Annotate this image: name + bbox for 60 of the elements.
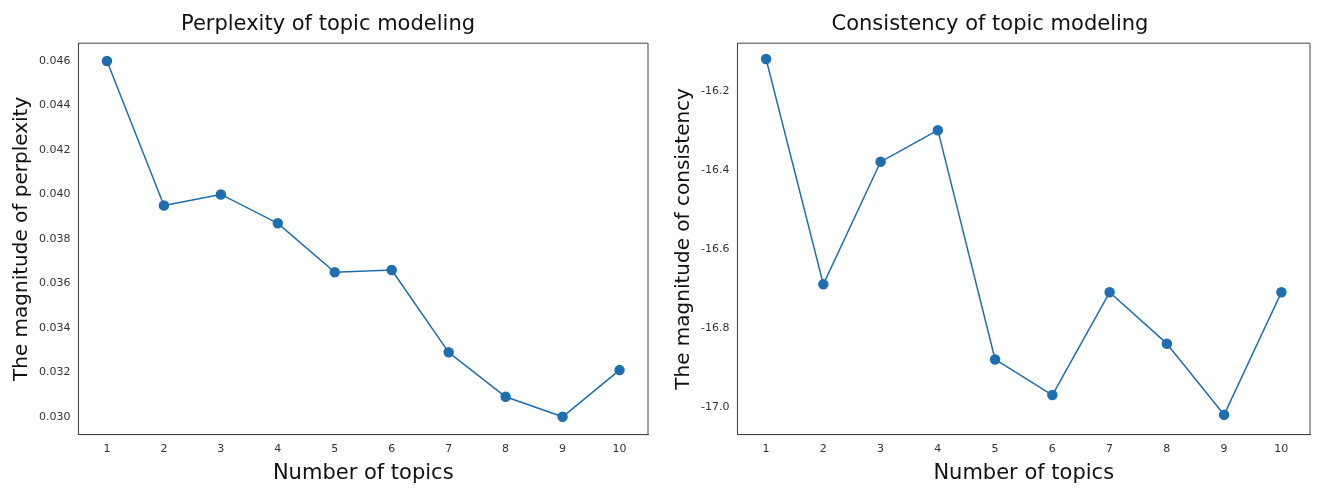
point (386, 264, 397, 276)
point (932, 124, 944, 136)
point (1161, 338, 1173, 349)
x-tick-label: 6 (1048, 442, 1056, 456)
y-tick-label: 0.030 (38, 409, 71, 423)
x-tick-label: 2 (160, 442, 168, 456)
point (989, 354, 1001, 365)
x-tick-label: 2 (819, 442, 827, 456)
x-tick-label: 6 (388, 442, 396, 456)
y-tick-label: 0.036 (38, 276, 71, 290)
x-tick-label: 4 (934, 442, 942, 456)
y-tick-label: -16.8 (700, 320, 730, 334)
x-tick-label: 9 (559, 442, 567, 456)
point (1047, 389, 1058, 401)
point (215, 189, 227, 200)
y-tick-label: -16.6 (700, 241, 730, 255)
y-axis-title: The magnitude of perplexity (8, 96, 33, 383)
y-axis-title: The magnitude of consistency (670, 87, 695, 391)
y-tick-label: -16.4 (700, 162, 730, 176)
point (272, 218, 284, 229)
x-tick-label: 3 (217, 442, 225, 456)
x-tick-label: 5 (331, 442, 339, 456)
y-tick-label: 0.034 (38, 320, 71, 334)
x-tick-label: 7 (1106, 442, 1114, 456)
x-tick-label: 8 (502, 442, 510, 456)
point (614, 364, 625, 376)
point (329, 267, 341, 278)
point (158, 200, 170, 211)
y-tick-label: 0.032 (38, 365, 71, 379)
y-tick-label: 0.044 (38, 98, 71, 112)
y-tick-label: 0.046 (38, 53, 71, 67)
point (101, 55, 113, 67)
point (875, 156, 886, 168)
x-tick-label: 9 (1220, 442, 1228, 456)
y-tick-label: 0.038 (38, 231, 71, 245)
x-tick-label: 4 (274, 442, 282, 456)
y-tick-label: -17.0 (700, 399, 730, 413)
point (818, 279, 829, 290)
x-tick-label: 3 (877, 442, 885, 456)
x-tick-label: 7 (445, 442, 453, 456)
point (557, 411, 568, 423)
point (500, 391, 511, 403)
y-tick-label: -16.2 (700, 83, 730, 97)
x-tick-label: 10 (612, 442, 627, 456)
x-tick-label: 1 (762, 442, 770, 456)
x-tick-label: 8 (1163, 442, 1171, 456)
x-tick-label: 5 (991, 442, 999, 456)
point (1276, 287, 1287, 298)
y-tick-label: 0.042 (38, 142, 71, 156)
chart-title: Consistency of topic modeling (831, 11, 1149, 36)
y-tick-label: 0.040 (38, 187, 71, 201)
x-tick-label: 1 (103, 442, 111, 456)
point (443, 347, 454, 358)
x-tick-label: 10 (1274, 442, 1289, 456)
point (1104, 287, 1115, 298)
point (1218, 409, 1230, 421)
x-axis-title: Number of topics (272, 459, 454, 484)
point (760, 53, 772, 65)
chart-title: Perplexity of topic modeling (180, 11, 476, 36)
x-axis-title: Number of topics (933, 459, 1115, 484)
